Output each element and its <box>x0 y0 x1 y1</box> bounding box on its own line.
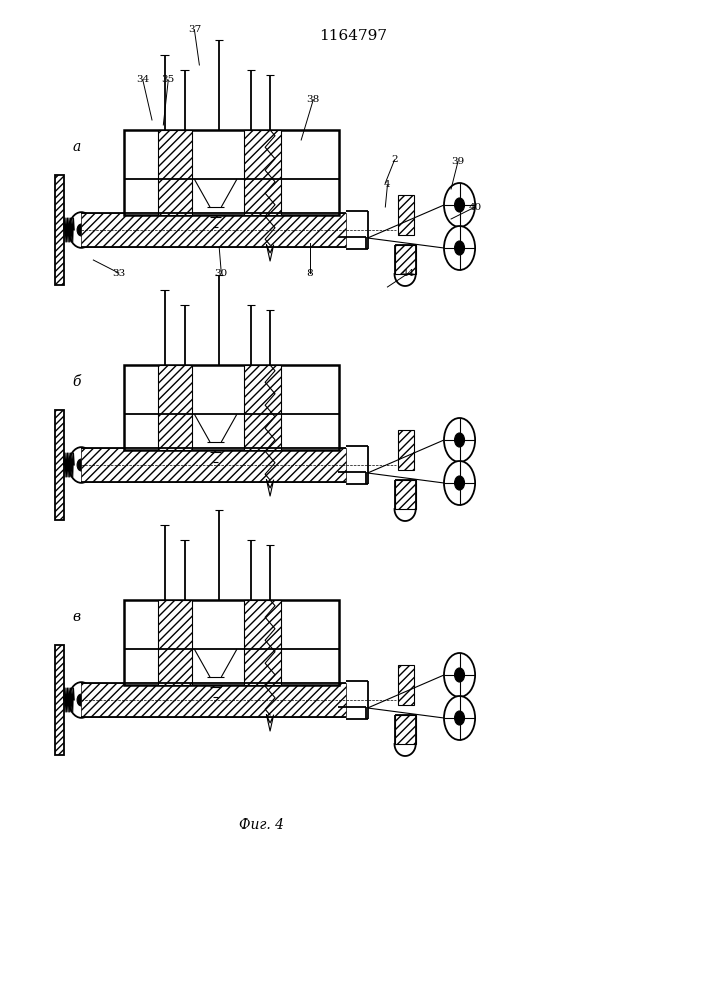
Polygon shape <box>158 130 192 215</box>
Text: 4: 4 <box>384 180 391 189</box>
Text: 1164797: 1164797 <box>320 29 387 43</box>
Text: 8: 8 <box>306 268 313 277</box>
Circle shape <box>77 224 86 236</box>
Polygon shape <box>395 480 416 509</box>
Text: 37: 37 <box>188 25 201 34</box>
Polygon shape <box>55 645 64 755</box>
Polygon shape <box>398 430 414 470</box>
Polygon shape <box>158 600 192 685</box>
Circle shape <box>455 241 464 255</box>
Polygon shape <box>124 130 339 215</box>
Circle shape <box>444 696 475 740</box>
Text: 2: 2 <box>391 155 398 164</box>
Circle shape <box>455 198 464 212</box>
Polygon shape <box>81 213 346 247</box>
Polygon shape <box>158 365 192 450</box>
Circle shape <box>455 476 464 490</box>
Text: в: в <box>72 610 81 624</box>
Circle shape <box>77 459 86 471</box>
Text: 44: 44 <box>402 268 415 277</box>
Circle shape <box>77 694 86 706</box>
Text: 35: 35 <box>162 76 175 85</box>
Polygon shape <box>55 410 64 520</box>
Text: 40: 40 <box>469 202 481 212</box>
Polygon shape <box>398 665 414 705</box>
Text: 39: 39 <box>452 156 464 165</box>
Circle shape <box>444 653 475 697</box>
Polygon shape <box>152 194 332 212</box>
Circle shape <box>455 668 464 682</box>
Circle shape <box>444 183 475 227</box>
Circle shape <box>69 447 94 483</box>
Polygon shape <box>244 130 281 215</box>
Text: Фиг. 4: Фиг. 4 <box>239 818 284 832</box>
Polygon shape <box>124 365 339 450</box>
Polygon shape <box>395 715 416 744</box>
Circle shape <box>69 682 94 718</box>
Circle shape <box>444 461 475 505</box>
Polygon shape <box>152 664 332 682</box>
Polygon shape <box>244 600 281 685</box>
Circle shape <box>455 433 464 447</box>
Text: 34: 34 <box>136 76 149 85</box>
Polygon shape <box>395 245 416 274</box>
Text: а: а <box>72 140 81 154</box>
Circle shape <box>455 711 464 725</box>
Polygon shape <box>244 365 281 450</box>
Polygon shape <box>55 175 64 285</box>
Circle shape <box>444 226 475 270</box>
Polygon shape <box>152 429 332 447</box>
Circle shape <box>69 212 94 248</box>
Text: 38: 38 <box>307 96 320 104</box>
Polygon shape <box>398 195 414 235</box>
Text: б: б <box>72 375 81 389</box>
Polygon shape <box>124 600 339 685</box>
Text: 33: 33 <box>112 268 125 277</box>
Circle shape <box>444 418 475 462</box>
Polygon shape <box>81 448 346 482</box>
Polygon shape <box>81 683 346 717</box>
Text: 30: 30 <box>215 268 228 277</box>
